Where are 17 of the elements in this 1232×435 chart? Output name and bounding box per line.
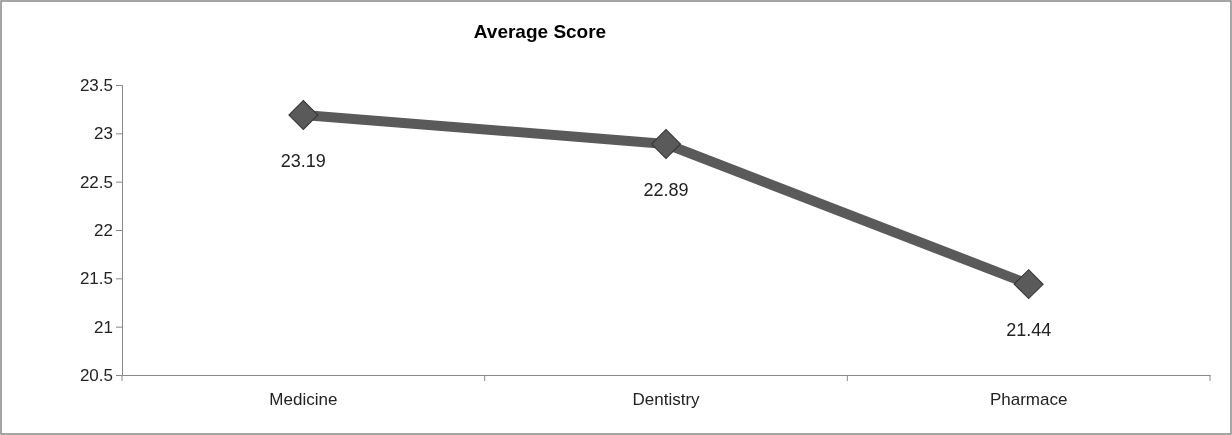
y-tick-label: 23 xyxy=(94,124,113,144)
y-tick-label: 23.5 xyxy=(79,75,113,95)
data-label: 23.19 xyxy=(280,150,326,171)
y-tick-label: 21.5 xyxy=(79,269,113,289)
y-tick-label: 21 xyxy=(94,317,113,337)
y-tick-label: 22 xyxy=(94,220,113,240)
y-tick-label: 22.5 xyxy=(79,172,113,192)
y-tick-label: 20.5 xyxy=(79,365,113,385)
data-label: 21.44 xyxy=(1006,320,1052,341)
x-tick-label: Pharmace xyxy=(989,390,1068,410)
data-label: 22.89 xyxy=(643,179,689,200)
x-tick-label: Dentistry xyxy=(632,390,701,410)
point xyxy=(288,99,319,130)
chart-title: Average Score xyxy=(473,21,607,42)
x-tick-label: Medicine xyxy=(269,390,338,410)
point xyxy=(651,128,681,159)
point xyxy=(1013,269,1044,300)
